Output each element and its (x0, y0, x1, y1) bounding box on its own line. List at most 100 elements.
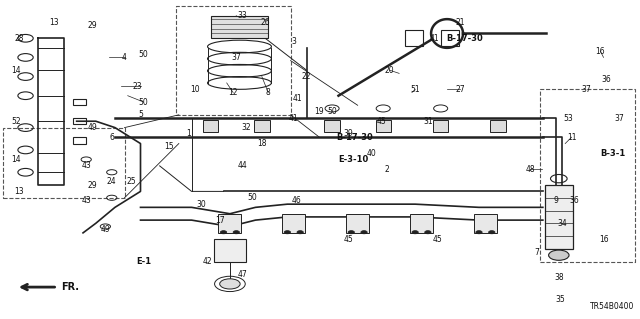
Circle shape (348, 231, 355, 234)
Text: 31: 31 (423, 117, 433, 126)
Text: 49: 49 (100, 225, 110, 234)
Text: 34: 34 (557, 219, 567, 228)
Bar (376, 120, 391, 132)
Text: 1: 1 (186, 130, 191, 138)
Text: 41: 41 (289, 114, 299, 122)
Text: 36: 36 (602, 75, 612, 84)
Bar (433, 120, 449, 132)
Bar (410, 214, 433, 233)
Text: 10: 10 (190, 85, 200, 94)
Circle shape (297, 231, 303, 234)
Text: B-3-1: B-3-1 (600, 149, 626, 158)
Text: 33: 33 (238, 11, 248, 20)
Text: 29: 29 (88, 181, 97, 189)
Text: 45: 45 (377, 117, 387, 126)
Circle shape (488, 231, 495, 234)
Bar (442, 30, 459, 46)
Text: B-17-30: B-17-30 (336, 133, 373, 142)
Text: 18: 18 (257, 139, 267, 148)
Text: 48: 48 (525, 165, 535, 174)
Circle shape (425, 231, 431, 234)
Circle shape (361, 231, 367, 234)
Bar (203, 120, 218, 132)
Text: 52: 52 (11, 117, 20, 126)
Text: 37: 37 (581, 85, 591, 94)
Text: 16: 16 (595, 47, 605, 56)
Text: 3: 3 (291, 37, 296, 46)
Text: 43: 43 (81, 197, 91, 205)
Text: 32: 32 (241, 123, 251, 132)
Text: 16: 16 (598, 235, 609, 244)
Text: TR54B0400: TR54B0400 (589, 302, 634, 311)
Text: 14: 14 (11, 155, 20, 164)
Text: 6: 6 (109, 133, 114, 142)
Circle shape (233, 231, 239, 234)
Text: 38: 38 (554, 273, 564, 282)
Circle shape (220, 279, 240, 289)
Text: 15: 15 (164, 142, 174, 151)
Bar (254, 120, 269, 132)
Circle shape (284, 231, 291, 234)
Text: 14: 14 (11, 66, 20, 75)
Text: 36: 36 (570, 197, 580, 205)
Text: 24: 24 (107, 177, 116, 186)
Text: 46: 46 (292, 197, 302, 205)
Text: 41: 41 (429, 34, 439, 43)
Text: 23: 23 (132, 82, 142, 91)
Bar (211, 16, 268, 38)
Text: FR.: FR. (61, 282, 79, 292)
Text: 29: 29 (88, 21, 97, 30)
Circle shape (476, 231, 482, 234)
Bar (175, 6, 291, 115)
Text: 35: 35 (556, 295, 566, 304)
Text: 44: 44 (238, 161, 248, 170)
Bar (490, 120, 506, 132)
Text: 5: 5 (138, 110, 143, 119)
Text: 7: 7 (534, 248, 539, 256)
Text: 22: 22 (302, 72, 311, 81)
Text: 12: 12 (228, 88, 238, 97)
Text: 13: 13 (49, 18, 59, 27)
Bar (214, 239, 246, 262)
Text: 50: 50 (248, 193, 257, 202)
Text: 40: 40 (367, 149, 376, 158)
Bar (74, 118, 86, 124)
Text: 45: 45 (343, 235, 353, 244)
Bar (540, 89, 636, 262)
Circle shape (220, 231, 227, 234)
Text: 11: 11 (567, 133, 577, 142)
Text: 8: 8 (266, 88, 271, 97)
Text: 26: 26 (260, 18, 270, 27)
Bar (218, 214, 241, 233)
Text: B-17-30: B-17-30 (447, 34, 483, 43)
Text: 45: 45 (433, 235, 442, 244)
Bar (474, 214, 497, 233)
Text: 50: 50 (327, 107, 337, 116)
Text: 47: 47 (238, 270, 248, 279)
Text: 9: 9 (553, 197, 558, 205)
Bar (3, 128, 125, 198)
Text: 49: 49 (88, 123, 97, 132)
Text: 4: 4 (122, 53, 127, 62)
Bar (324, 120, 340, 132)
Text: 50: 50 (139, 50, 148, 59)
Text: 51: 51 (410, 85, 420, 94)
Text: 21: 21 (455, 18, 465, 27)
Text: 28: 28 (15, 34, 24, 43)
Text: 30: 30 (196, 200, 206, 209)
Text: E-1: E-1 (136, 257, 151, 266)
Text: 53: 53 (563, 114, 573, 122)
Text: E-3-10: E-3-10 (338, 155, 368, 164)
Bar (282, 214, 305, 233)
Text: 13: 13 (14, 187, 24, 196)
Bar (74, 99, 86, 105)
Text: 43: 43 (81, 161, 91, 170)
Text: 37: 37 (614, 114, 625, 122)
Text: 27: 27 (455, 85, 465, 94)
Text: 42: 42 (203, 257, 212, 266)
Circle shape (548, 250, 569, 260)
Text: 50: 50 (139, 98, 148, 107)
Bar (346, 214, 369, 233)
Text: 41: 41 (292, 94, 302, 103)
Text: 25: 25 (126, 177, 136, 186)
